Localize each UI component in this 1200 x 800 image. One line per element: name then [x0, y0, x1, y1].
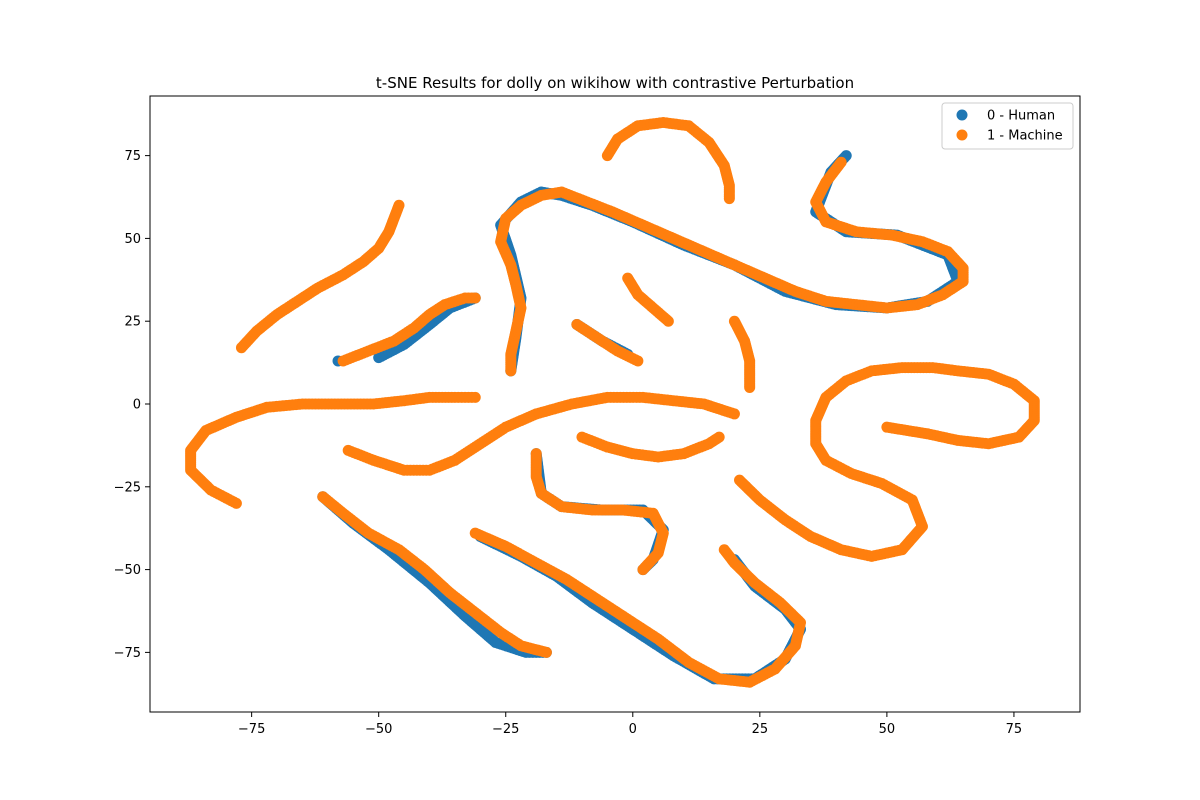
x-tick-label-5: 50	[879, 722, 896, 737]
point-machine-474	[835, 156, 847, 168]
y-tick-label-0: −75	[114, 646, 141, 661]
y-tick-label-6: 75	[124, 149, 141, 164]
point-machine-904	[728, 408, 740, 420]
legend-box	[941, 102, 1074, 150]
point-machine-1337	[718, 544, 730, 556]
point-machine-766	[469, 391, 481, 403]
x-tick-label-2: −25	[492, 722, 519, 737]
points-layer	[185, 116, 1040, 688]
x-tick-label-4: 25	[752, 722, 769, 737]
point-machine-573	[662, 315, 674, 327]
series-machine	[185, 116, 1040, 688]
x-tick-label-3: 0	[629, 722, 637, 737]
y-tick-label-5: 50	[124, 232, 141, 247]
chart-title: t-SNE Results for dolly on wikihow with …	[376, 74, 854, 92]
point-machine-87	[393, 199, 405, 211]
y-tick-label-2: −25	[114, 480, 141, 495]
axes-layer: −75 −50 −25 0 25 50 75 −75 −50 −25 0 25 50 75	[114, 149, 1023, 737]
point-machine-1144	[540, 646, 552, 658]
legend-marker-1	[956, 129, 968, 141]
y-tick-label-4: 25	[124, 315, 141, 330]
legend-label-0: 0 - Human	[987, 109, 1055, 124]
legend-marker-0	[956, 109, 968, 121]
y-tick-label-3: 0	[133, 398, 141, 413]
x-tick-label-0: −75	[238, 722, 265, 737]
point-machine-140	[469, 292, 481, 304]
legend-label-1: 1 - Machine	[987, 129, 1063, 144]
point-machine-547	[723, 193, 735, 205]
point-machine-953	[713, 431, 725, 443]
y-tick-label-1: −50	[114, 563, 141, 578]
point-machine-1635	[881, 421, 893, 433]
point-machine-1041	[637, 564, 649, 576]
point-machine-600	[632, 355, 644, 367]
point-machine-634	[744, 381, 756, 393]
x-tick-label-1: −50	[365, 722, 392, 737]
x-tick-label-6: 75	[1006, 722, 1023, 737]
legend: 0 - Human 1 - Machine	[941, 102, 1074, 150]
